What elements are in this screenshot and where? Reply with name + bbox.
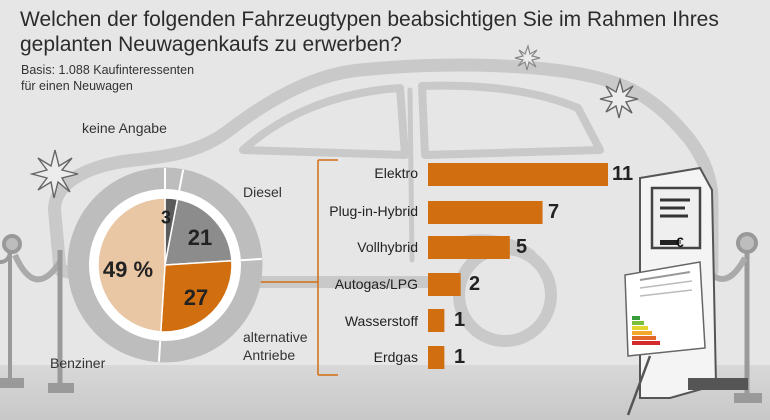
- category-autogas-lpg: Autogas/LPG: [334, 276, 418, 292]
- bar-1: [428, 201, 543, 224]
- ring-tick-3: [157, 340, 162, 362]
- bar-5: [428, 346, 445, 369]
- price-tag-euro: €: [676, 234, 684, 250]
- category-elektro: Elektro: [374, 165, 418, 181]
- bar-3: [428, 273, 461, 296]
- bar-value-elektro: 11: [612, 163, 634, 185]
- pie-slice-1: [164, 198, 233, 266]
- bar-4: [428, 309, 445, 332]
- title-line-2: geplanten Neuwagenkaufs zu erwerben?: [20, 33, 402, 56]
- pie-slice-2: [159, 259, 233, 333]
- pie-chart: [97, 197, 233, 333]
- category-erdgas: Erdgas: [373, 349, 418, 365]
- ring-tick-1: [178, 169, 185, 191]
- pie-ring-ticks: [157, 168, 262, 362]
- pie-value-keine-angabe: 3: [160, 207, 172, 228]
- sparkle-icon: [29, 149, 79, 199]
- category-vollhybrid: Vollhybrid: [357, 239, 418, 255]
- pie-value-diesel: 21: [187, 225, 213, 250]
- basis-line-1: Basis: 1.088 Kaufinteressenten: [21, 63, 195, 77]
- chart-title: Welchen der folgenden Fahrzeugtypen beab…: [20, 7, 740, 57]
- energy-label-icon: [632, 316, 660, 345]
- sparkle-icon: [599, 77, 639, 119]
- pie-slice-3: [97, 197, 166, 333]
- bar-value-vollhybrid: 5: [516, 236, 528, 258]
- label-alternative-antriebe: alternative Antriebe: [243, 329, 308, 363]
- basis-note: Basis: 1.088 Kaufinteressenten für einen…: [21, 62, 194, 94]
- category-plug-in-hybrid: Plug-in-Hybrid: [329, 203, 418, 219]
- basis-line-2: für einen Neuwagen: [21, 79, 133, 93]
- sparkle-icon: [514, 43, 541, 71]
- label-benziner: Benziner: [50, 355, 106, 371]
- ring-tick-2: [240, 257, 262, 262]
- bar-value-plug-in-hybrid: 7: [548, 201, 560, 223]
- bar-2: [428, 236, 510, 259]
- pie-value-benziner: 49 %: [102, 257, 154, 282]
- bar-value-autogas-lpg: 2: [469, 273, 481, 295]
- category-wasserstoff: Wasserstoff: [344, 313, 418, 329]
- pie-value-alternative: 27: [183, 285, 209, 310]
- bar-value-wasserstoff: 1: [454, 309, 466, 331]
- bar-value-erdgas: 1: [454, 346, 466, 368]
- bar-0: [428, 163, 608, 186]
- price-kiosk: [624, 166, 748, 416]
- label-diesel: Diesel: [243, 184, 282, 200]
- label-keine-angabe: keine Angabe: [82, 120, 167, 136]
- barrier-posts: [0, 232, 762, 403]
- title-line-1: Welchen der folgenden Fahrzeugtypen beab…: [20, 8, 719, 31]
- bar-chart: [428, 163, 608, 369]
